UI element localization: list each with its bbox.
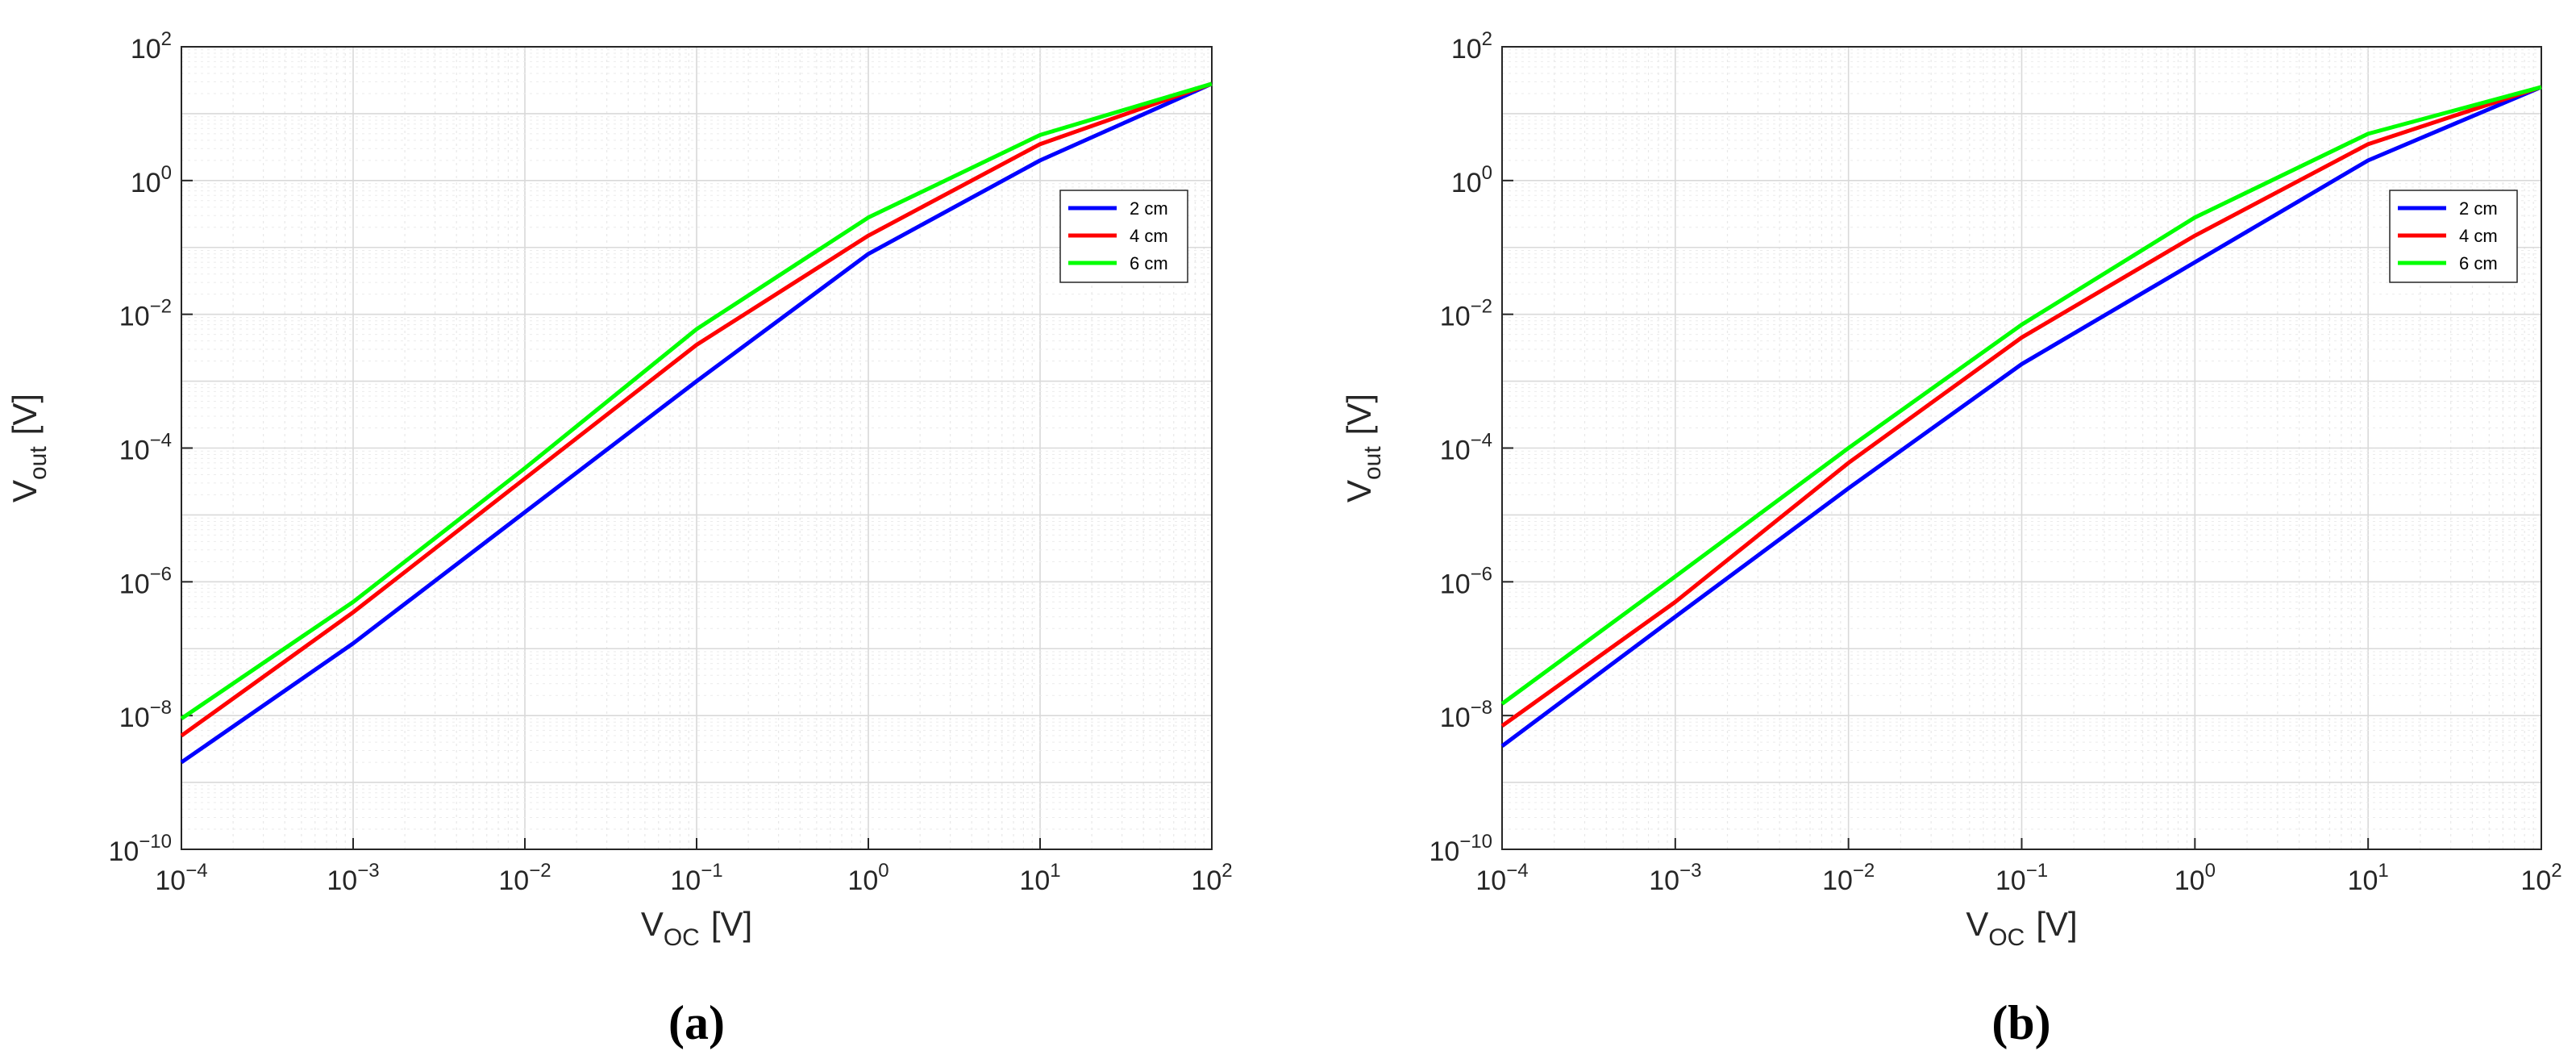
series-line-6-cm — [180, 81, 1213, 721]
series-line-6-cm — [1500, 85, 2542, 706]
y-tick-label: 100 — [131, 162, 172, 198]
legend: 2 cm 4 cm 6 cm — [1059, 190, 1188, 283]
x-tick-label: 101 — [2348, 860, 2389, 896]
grid — [1501, 47, 2541, 850]
panel-caption: (b) — [1991, 996, 2050, 1049]
y-tick-labels: 10−10 10−8 10−6 10−4 10−2 100 102 — [108, 28, 172, 867]
legend-label: 6 cm — [1130, 253, 1168, 273]
series-line-4-cm — [1500, 85, 2542, 728]
x-tick-label: 10−3 — [1649, 860, 1701, 896]
y-tick-label: 10−8 — [1440, 697, 1492, 733]
legend: 2 cm 4 cm 6 cm — [2389, 190, 2518, 283]
x-tick-label: 10−1 — [1995, 860, 2048, 896]
x-axis-label: VOC [V] — [1966, 905, 2077, 951]
y-tick-label: 10−6 — [119, 563, 172, 599]
y-tick-label: 102 — [1451, 28, 1492, 65]
x-tick-label: 101 — [1019, 860, 1060, 896]
y-tick-label: 10−8 — [119, 697, 172, 733]
y-tick-label: 10−4 — [1440, 430, 1492, 466]
y-axis-label: Vout[V] — [6, 394, 52, 502]
x-axis-label: VOC [V] — [641, 905, 752, 951]
series-lines — [1500, 85, 2542, 748]
series-line-4-cm — [180, 81, 1213, 738]
x-tick-label: 102 — [1191, 860, 1232, 896]
series-line-2-cm — [180, 81, 1213, 765]
x-tick-label: 102 — [2520, 860, 2561, 896]
x-tick-label: 10−1 — [670, 860, 722, 896]
x-tick-labels: 10−4 10−3 10−2 10−1 100 101 102 — [1475, 860, 2561, 896]
y-tick-label: 10−6 — [1440, 563, 1492, 599]
x-tick-label: 100 — [847, 860, 888, 896]
chart-panel-a: 10−4 10−3 10−2 10−1 100 101 10210−1010−810−610… — [6, 28, 1233, 1049]
y-tick-label: 10−4 — [119, 430, 172, 466]
x-tick-label: 10−3 — [327, 860, 379, 896]
legend-label: 4 cm — [1130, 226, 1168, 246]
x-tick-label: 10−2 — [498, 860, 551, 896]
panel-caption: (a) — [668, 996, 725, 1049]
y-axis-label: Vout[V] — [1340, 394, 1386, 502]
legend-label: 4 cm — [2459, 226, 2498, 246]
legend-label: 2 cm — [2459, 198, 2498, 219]
grid — [181, 47, 1212, 850]
x-tick-label: 10−4 — [1475, 860, 1528, 896]
x-tick-label: 100 — [2174, 860, 2216, 896]
series-lines — [180, 81, 1213, 765]
legend-label: 6 cm — [2459, 253, 2498, 273]
y-tick-label: 100 — [1451, 162, 1492, 198]
series-line-2-cm — [1500, 85, 2542, 748]
y-tick-label: 10−2 — [1440, 296, 1492, 332]
y-tick-label: 102 — [131, 28, 172, 65]
y-tick-label: 10−2 — [119, 296, 172, 332]
legend-label: 2 cm — [1130, 198, 1168, 219]
y-tick-label: 10−10 — [1429, 831, 1492, 867]
y-tick-labels: 10−10 10−8 10−6 10−4 10−2 100 102 — [1429, 28, 1492, 867]
x-tick-labels: 10−4 10−3 10−2 10−1 100 101 102 — [155, 860, 1232, 896]
chart-panel-b: 10−4 10−3 10−2 10−1 100 101 10210−1010−810−610… — [1340, 28, 2562, 1049]
x-tick-label: 10−2 — [1822, 860, 1875, 896]
y-tick-label: 10−10 — [108, 831, 172, 867]
x-tick-label: 10−4 — [155, 860, 207, 896]
